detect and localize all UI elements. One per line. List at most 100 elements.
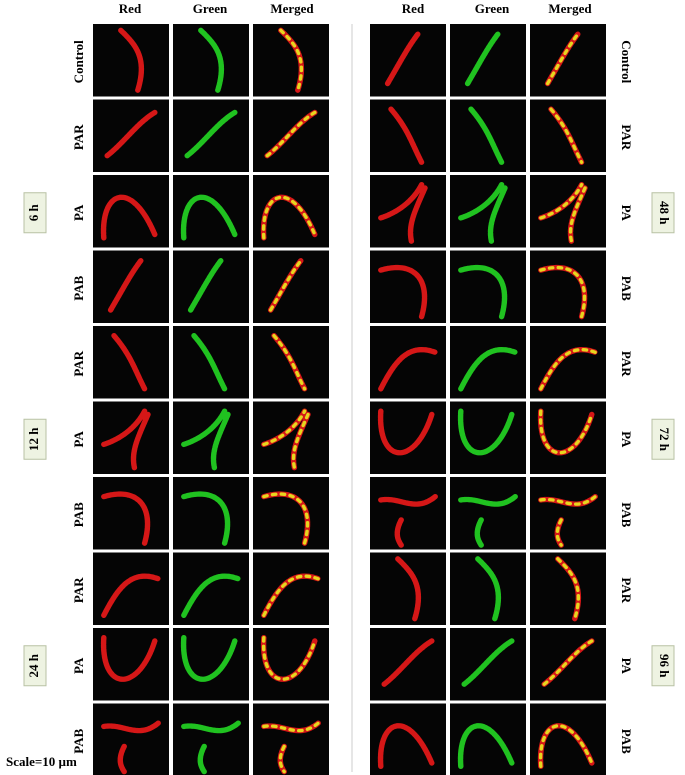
- row-label: PA: [71, 657, 86, 674]
- column-header: Green: [475, 1, 510, 16]
- cell-signal: [539, 409, 594, 455]
- group-box: [23, 192, 47, 234]
- cell-signal: [181, 491, 231, 546]
- micrograph: [370, 477, 446, 550]
- cell-signal: [262, 492, 310, 545]
- group-label: 12 h: [26, 427, 41, 451]
- row-label: PA: [619, 205, 634, 222]
- row-label: PA: [71, 204, 86, 221]
- cell-signal: [378, 493, 438, 548]
- micrograph: [370, 250, 446, 323]
- micrograph: [93, 250, 169, 323]
- cell-signal: [100, 194, 158, 241]
- cell-signal: [264, 109, 318, 159]
- cell-signal: [262, 635, 317, 681]
- cell-signal: [268, 258, 303, 312]
- cell-signal: [549, 107, 584, 165]
- column-header: Merged: [270, 1, 314, 16]
- micrograph: [173, 477, 249, 550]
- group-box: [23, 418, 47, 460]
- cell-signal: [458, 181, 508, 244]
- cell-signal: [272, 333, 307, 391]
- group-label: 6 h: [26, 203, 41, 221]
- row-label: PA: [619, 431, 634, 448]
- cell-signal: [468, 106, 505, 166]
- cell-signal: [184, 109, 238, 159]
- column-header: Merged: [548, 1, 592, 16]
- group-box: [651, 192, 675, 234]
- micrograph: [173, 250, 249, 323]
- row-label: PA: [71, 430, 86, 447]
- micrograph: [530, 477, 606, 550]
- group-box: [651, 645, 675, 687]
- group-box: [23, 645, 47, 687]
- cell-signal: [457, 408, 515, 456]
- row-label: Control: [619, 40, 634, 83]
- row-label: PAB: [619, 729, 634, 754]
- cell-signal: [545, 31, 580, 86]
- cell-signal: [181, 408, 231, 471]
- cell-signal: [181, 573, 241, 619]
- cell-signal: [180, 194, 238, 241]
- cell-signal: [539, 494, 597, 547]
- micrograph: [93, 703, 169, 775]
- cell-signal: [384, 30, 421, 87]
- micrograph: [253, 477, 329, 550]
- scale-label: Scale=10 µm: [6, 754, 77, 769]
- cell-signal: [262, 574, 320, 618]
- micrograph: [450, 552, 526, 625]
- row-label: PAR: [71, 577, 86, 603]
- row-label: PAR: [71, 350, 86, 376]
- cell-signal: [378, 347, 438, 392]
- group-box: [651, 418, 675, 460]
- group-label: 24 h: [26, 653, 41, 677]
- column-header: Red: [119, 1, 142, 16]
- micrograph: [530, 250, 606, 323]
- cell-signal: [101, 408, 151, 471]
- column-header: Green: [193, 1, 228, 16]
- micrograph: [253, 250, 329, 323]
- cell-signal: [198, 27, 225, 93]
- micrograph: [93, 24, 169, 97]
- cell-signal: [475, 556, 502, 622]
- micrograph: [93, 477, 169, 550]
- micrograph: [253, 703, 329, 775]
- row-label: PAR: [71, 124, 86, 150]
- row-label: PAR: [619, 351, 634, 377]
- group-label: 48 h: [657, 201, 672, 225]
- micrograph: [370, 24, 446, 97]
- cell-signal: [101, 720, 161, 775]
- cell-signal: [107, 257, 144, 313]
- micrograph: [530, 24, 606, 97]
- cell-signal: [377, 723, 435, 770]
- cell-signal: [262, 721, 320, 774]
- cell-signal: [395, 556, 422, 622]
- cell-signal: [541, 638, 595, 687]
- cell-signal: [458, 493, 518, 548]
- cell-signal: [261, 195, 317, 240]
- row-label: PAB: [619, 502, 634, 527]
- cell-signal: [262, 409, 310, 470]
- micrograph: [530, 552, 606, 625]
- row-label: PAB: [619, 276, 634, 301]
- cell-signal: [191, 332, 228, 392]
- column-header: Red: [402, 1, 425, 16]
- row-label: PAB: [71, 502, 86, 527]
- cell-signal: [388, 106, 425, 166]
- cell-signal: [101, 491, 151, 546]
- micrograph: [450, 477, 526, 550]
- cell-signal: [378, 181, 428, 244]
- cell-signal: [377, 408, 435, 456]
- cell-signal: [181, 720, 241, 775]
- cell-signal: [464, 30, 501, 87]
- micrograph: [450, 24, 526, 97]
- micrograph: [450, 250, 526, 323]
- micrograph: [370, 552, 446, 625]
- row-label: Control: [71, 40, 86, 83]
- cell-signal: [538, 724, 594, 769]
- micrograph: [173, 24, 249, 97]
- row-label: PAR: [619, 124, 634, 150]
- row-label: PA: [619, 658, 634, 675]
- cell-signal: [180, 634, 238, 682]
